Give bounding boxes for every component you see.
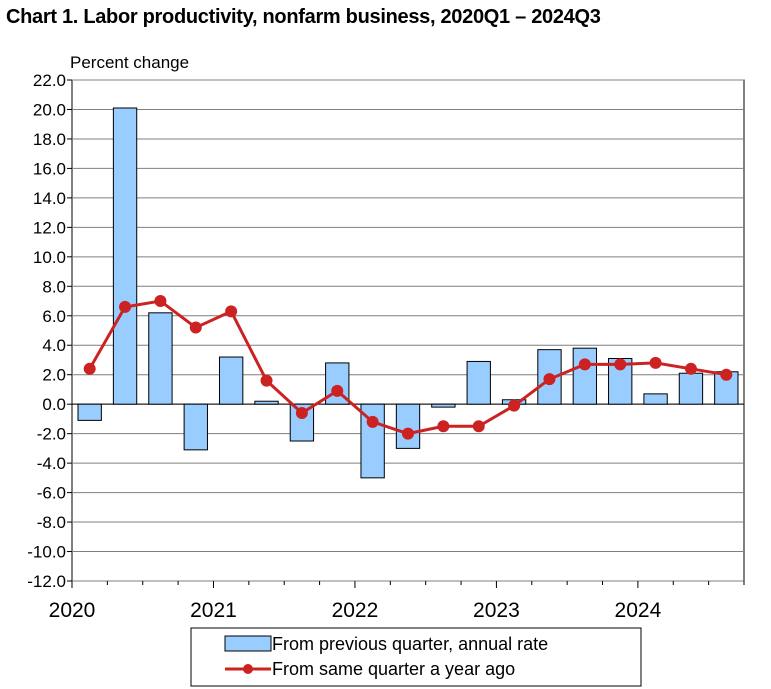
x-tick-label: 2022 xyxy=(332,599,379,622)
bar-2020Q2 xyxy=(112,107,138,405)
x-tick-label: 2021 xyxy=(190,599,237,622)
y-tick-label: -12.0 xyxy=(27,572,66,591)
bar-2020Q3 xyxy=(148,312,173,405)
line-point-2020Q1 xyxy=(83,362,96,375)
line-point-2020Q4 xyxy=(189,321,202,334)
line-point-2023Q4 xyxy=(614,358,627,371)
bar-2022Q4 xyxy=(466,360,491,405)
y-tick-label: 0.0 xyxy=(42,395,66,414)
line-point-2020Q2 xyxy=(119,300,132,313)
y-tick-label: 4.0 xyxy=(42,336,66,355)
line-series xyxy=(83,295,733,440)
y-tick-label: -8.0 xyxy=(37,513,66,532)
line-point-2021Q2 xyxy=(260,374,273,387)
line-point-2021Q3 xyxy=(295,407,308,420)
line-point-2024Q1 xyxy=(649,356,662,369)
line-point-2022Q4 xyxy=(472,420,485,433)
bar-2021Q1 xyxy=(218,356,244,405)
y-axis-label: Percent change xyxy=(70,53,189,72)
line-point-2023Q1 xyxy=(508,399,521,412)
y-tick-label: 16.0 xyxy=(33,159,66,178)
legend-bar-swatch xyxy=(224,635,272,652)
line-point-2022Q3 xyxy=(437,420,450,433)
line-point-2021Q1 xyxy=(225,305,238,318)
x-tick-label: 2023 xyxy=(473,599,520,622)
y-tick-labels: 22.0 20.0 18.0 16.0 14.0 12.0 10.0 8.0 6.0 4.0 2.0… xyxy=(27,71,72,591)
y-tick-label: 22.0 xyxy=(33,71,66,90)
y-tick-label: 2.0 xyxy=(42,366,66,385)
line-point-2022Q1 xyxy=(366,415,379,428)
y-tick-label: 18.0 xyxy=(33,130,66,149)
y-tick-label: -10.0 xyxy=(27,543,66,562)
bar-2020Q4 xyxy=(183,403,208,451)
legend-line-marker xyxy=(243,664,253,674)
y-tick-label: 20.0 xyxy=(33,100,66,119)
line-point-2024Q2 xyxy=(684,362,697,375)
y-tick-label: 14.0 xyxy=(33,189,66,208)
line-point-2021Q4 xyxy=(331,384,344,397)
bar-2023Q3 xyxy=(572,347,598,405)
y-tick-label: -4.0 xyxy=(37,454,66,473)
line-point-2020Q3 xyxy=(154,295,167,308)
x-tick-label: 2020 xyxy=(49,599,96,622)
legend-line-label: From same quarter a year ago xyxy=(272,659,515,679)
y-tick-label: 6.0 xyxy=(42,307,66,326)
bar-2021Q2 xyxy=(254,400,279,405)
bar-2022Q3 xyxy=(431,403,456,408)
chart-title: Chart 1. Labor productivity, nonfarm bus… xyxy=(6,6,601,28)
line-point-2023Q3 xyxy=(578,358,591,371)
y-tick-label: 10.0 xyxy=(33,248,66,267)
line-point-2024Q3 xyxy=(720,368,733,381)
y-tick-label: -2.0 xyxy=(37,425,66,444)
bar-2020Q1 xyxy=(77,403,102,421)
bar-2022Q2 xyxy=(395,403,421,449)
y-tick-label: 12.0 xyxy=(33,218,66,237)
bar-2024Q1 xyxy=(643,393,668,405)
x-tick-label: 2024 xyxy=(615,599,662,622)
legend-bar-label: From previous quarter, annual rate xyxy=(272,634,548,654)
bar-2024Q2 xyxy=(678,372,704,405)
y-tick-label: 8.0 xyxy=(42,277,66,296)
x-tick-labels: 2020 2021 2022 2023 2024 xyxy=(49,581,745,622)
plot-area xyxy=(71,79,745,582)
line-point-2023Q2 xyxy=(543,373,556,386)
line-point-2022Q2 xyxy=(402,427,414,440)
y-tick-label: -6.0 xyxy=(37,484,66,503)
